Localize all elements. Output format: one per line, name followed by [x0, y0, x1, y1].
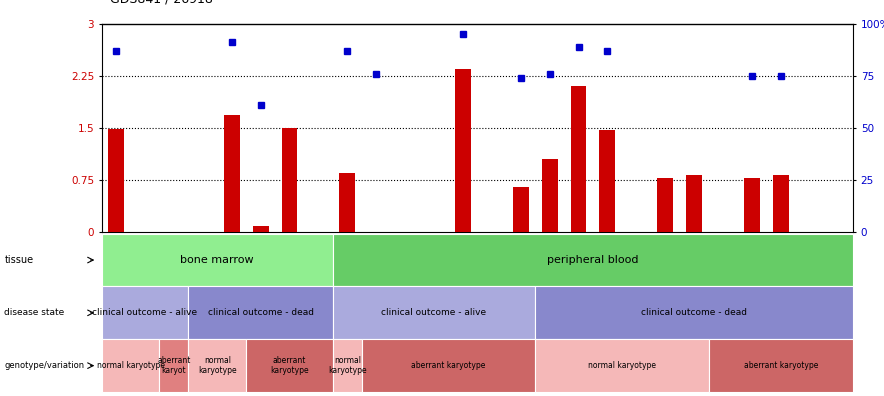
Text: peripheral blood: peripheral blood: [547, 255, 639, 265]
Text: clinical outcome - dead: clinical outcome - dead: [208, 308, 314, 317]
Bar: [686, 175, 702, 232]
Bar: [224, 115, 240, 232]
Text: GDS841 / 26918: GDS841 / 26918: [110, 0, 213, 6]
Bar: [542, 159, 558, 232]
Text: clinical outcome - alive: clinical outcome - alive: [93, 308, 197, 317]
Text: genotype/variation: genotype/variation: [4, 361, 85, 370]
Text: clinical outcome - dead: clinical outcome - dead: [641, 308, 747, 317]
Bar: [773, 175, 789, 232]
Bar: [744, 178, 760, 232]
Bar: [339, 173, 355, 232]
Text: aberrant
karyot: aberrant karyot: [157, 356, 191, 375]
Bar: [570, 86, 586, 232]
Bar: [513, 187, 529, 232]
Text: bone marrow: bone marrow: [180, 255, 254, 265]
Text: clinical outcome - alive: clinical outcome - alive: [382, 308, 486, 317]
Text: normal karyotype: normal karyotype: [588, 361, 656, 370]
Text: aberrant
karyotype: aberrant karyotype: [271, 356, 309, 375]
Text: disease state: disease state: [4, 308, 65, 317]
Bar: [599, 130, 615, 232]
Text: normal
karyotype: normal karyotype: [198, 356, 237, 375]
Text: tissue: tissue: [4, 255, 34, 265]
Text: normal karyotype: normal karyotype: [96, 361, 164, 370]
Bar: [253, 226, 269, 232]
Text: aberrant karyotype: aberrant karyotype: [743, 361, 818, 370]
Text: normal
karyotype: normal karyotype: [328, 356, 367, 375]
Text: aberrant karyotype: aberrant karyotype: [411, 361, 485, 370]
Bar: [282, 128, 297, 232]
Bar: [108, 129, 124, 232]
Bar: [658, 178, 673, 232]
Bar: [455, 69, 471, 232]
